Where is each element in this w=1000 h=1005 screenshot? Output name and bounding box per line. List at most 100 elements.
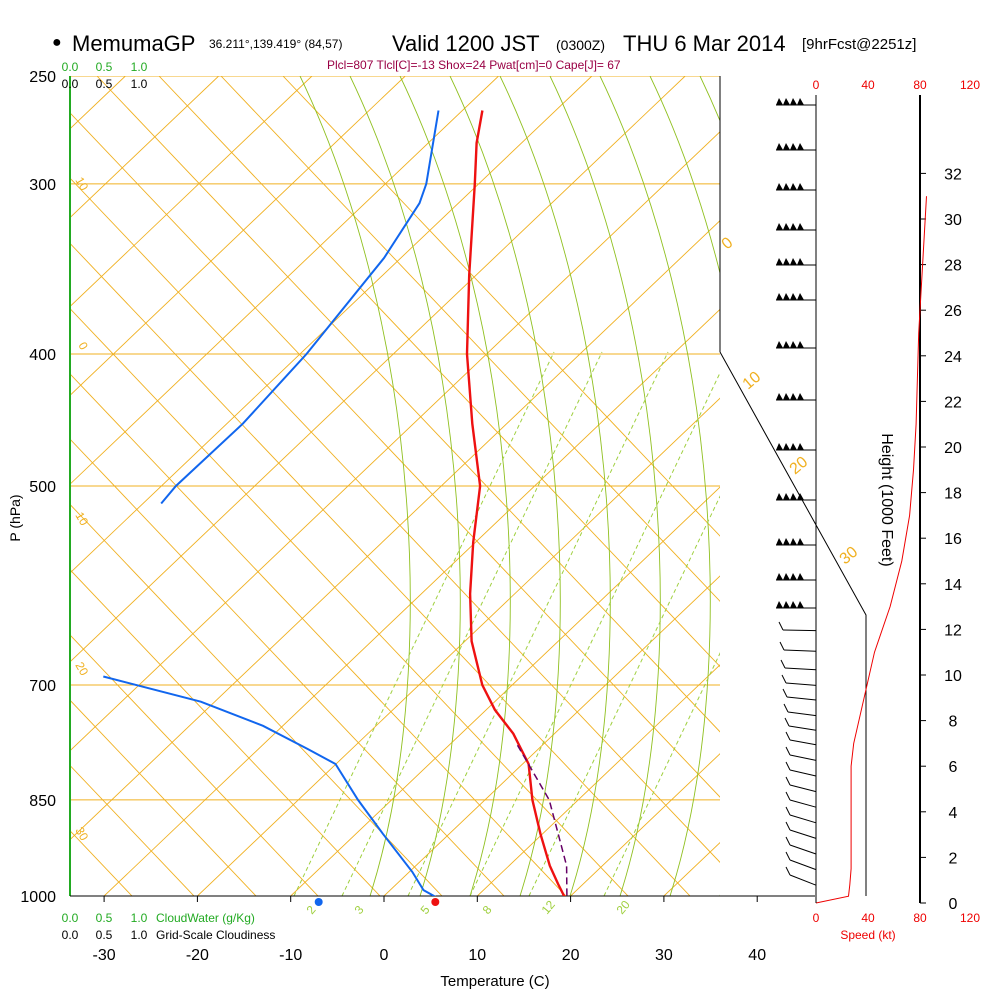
wind-barb-flag xyxy=(797,183,804,190)
model-name: MemumaGP xyxy=(72,31,195,57)
mixing-ratio-label: 3 xyxy=(352,903,367,917)
terrain-outline xyxy=(720,352,866,896)
header-marker: ● xyxy=(52,34,62,52)
wind-barb-flag xyxy=(776,183,783,190)
mixing-ratio-line xyxy=(408,352,668,896)
temperature-line xyxy=(467,111,568,900)
wind-barb-flag xyxy=(790,223,797,230)
wind-barb-staff xyxy=(786,683,816,685)
height-tick-label: 22 xyxy=(944,394,962,411)
wind-barb-feather xyxy=(786,867,790,875)
speed-tick-bottom: 40 xyxy=(861,911,875,925)
wind-barb-flag xyxy=(790,493,797,500)
wind-barb-feather xyxy=(785,718,789,726)
wind-barb-flag xyxy=(776,538,783,545)
wind-barb-flag xyxy=(797,538,804,545)
cloudiness-tick-bottom: 1.0 xyxy=(131,928,148,942)
cloudwater-tick-bottom: 0.5 xyxy=(96,911,113,925)
surface-dewpoint-point xyxy=(315,898,323,906)
wind-barb-flag xyxy=(776,341,783,348)
wind-barb-feather xyxy=(786,777,790,785)
wind-barb-staff xyxy=(790,875,816,885)
cloudwater-tick-top: 0.5 xyxy=(96,60,113,74)
x-tick-label: 0 xyxy=(380,947,389,964)
wind-barb-staff xyxy=(790,770,816,776)
wind-barb-feather xyxy=(786,822,790,830)
height-tick-label: 6 xyxy=(949,759,958,776)
wind-barb-flag xyxy=(783,573,790,580)
speed-tick-top: 80 xyxy=(913,78,927,92)
wind-barb-feather xyxy=(779,622,783,630)
speed-tick-top: 0 xyxy=(813,78,820,92)
moist-adiabat-label: 30 xyxy=(837,544,862,569)
wind-barb-flag xyxy=(790,293,797,300)
wind-barb-flag xyxy=(776,443,783,450)
wind-barb-staff xyxy=(790,815,816,823)
wind-barb-feather xyxy=(786,852,790,860)
wind-barb-flag xyxy=(797,98,804,105)
height-tick-label: 10 xyxy=(944,668,962,685)
x-tick-label: 20 xyxy=(562,947,580,964)
speed-label: Speed (kt) xyxy=(840,928,895,942)
height-tick-label: 2 xyxy=(949,850,958,867)
speed-tick-bottom: 120 xyxy=(960,911,980,925)
wind-barb-flag xyxy=(776,98,783,105)
wind-barb-feather xyxy=(781,660,785,668)
wind-barb-flag xyxy=(783,493,790,500)
pressure-tick-label: 1000 xyxy=(20,889,56,906)
wind-barb-feather xyxy=(786,837,790,845)
isotherm-line xyxy=(851,76,1000,896)
pressure-tick-label: 250 xyxy=(29,69,56,86)
wind-barb-flag xyxy=(790,98,797,105)
wind-barb-staff xyxy=(790,830,816,838)
wind-barb-feather xyxy=(784,704,788,712)
wind-barb-flag xyxy=(797,293,804,300)
surface-temp-point xyxy=(431,898,439,906)
mixing-ratio-line xyxy=(294,352,554,896)
height-tick-label: 8 xyxy=(949,714,958,731)
wind-barb-flag xyxy=(790,538,797,545)
wind-barb-staff xyxy=(790,785,816,792)
wind-barb-flag xyxy=(776,293,783,300)
pressure-tick-label: 500 xyxy=(29,479,56,496)
speed-tick-bottom: 80 xyxy=(913,911,927,925)
stability-indices: Plcl=807 Tlcl[C]=-13 Shox=24 Pwat[cm]=0 … xyxy=(327,58,621,72)
height-tick-label: 16 xyxy=(944,531,962,548)
cloudwater-label: CloudWater (g/Kg) xyxy=(156,911,255,925)
cloudiness-tick-top: 1.0 xyxy=(131,77,148,91)
wind-barb-flag xyxy=(783,601,790,608)
wind-barb-feather xyxy=(786,762,790,770)
wind-barb-flag xyxy=(783,443,790,450)
wind-barb-feather xyxy=(780,642,784,650)
wind-barb-feather xyxy=(782,675,786,683)
height-tick-label: 4 xyxy=(949,805,958,822)
height-tick-label: 32 xyxy=(944,166,962,183)
x-tick-label: -20 xyxy=(186,947,209,964)
wind-barb-feather xyxy=(786,792,790,800)
wind-barb-flag xyxy=(783,258,790,265)
wind-barb-flag xyxy=(783,393,790,400)
speed-tick-top: 40 xyxy=(861,78,875,92)
height-tick-label: 12 xyxy=(944,622,962,639)
wind-barb-flag xyxy=(776,258,783,265)
wind-barb-staff xyxy=(790,860,816,870)
wind-barb-flag xyxy=(783,293,790,300)
dry-adiabat-label: 10 xyxy=(72,510,91,529)
moist-adiabat-label: 0 xyxy=(719,234,737,253)
wind-barb-flag xyxy=(790,341,797,348)
wind-barb-feather xyxy=(786,732,790,740)
mixing-ratio-label: 8 xyxy=(480,903,495,917)
wind-barb-flag xyxy=(790,573,797,580)
cloudwater-tick-bottom: 1.0 xyxy=(131,911,148,925)
wind-barb-flag xyxy=(797,223,804,230)
height-tick-label: 26 xyxy=(944,303,962,320)
valid-time: Valid 1200 JST xyxy=(392,31,540,57)
wind-barb-flag xyxy=(790,143,797,150)
wind-barb-flag xyxy=(776,143,783,150)
height-tick-label: 24 xyxy=(944,349,962,366)
wind-barb-staff xyxy=(789,726,816,730)
cloudwater-tick-bottom: 0.0 xyxy=(62,911,79,925)
wind-barb-flag xyxy=(797,143,804,150)
pressure-tick-label: 300 xyxy=(29,177,56,194)
wind-speed-line xyxy=(816,196,927,903)
